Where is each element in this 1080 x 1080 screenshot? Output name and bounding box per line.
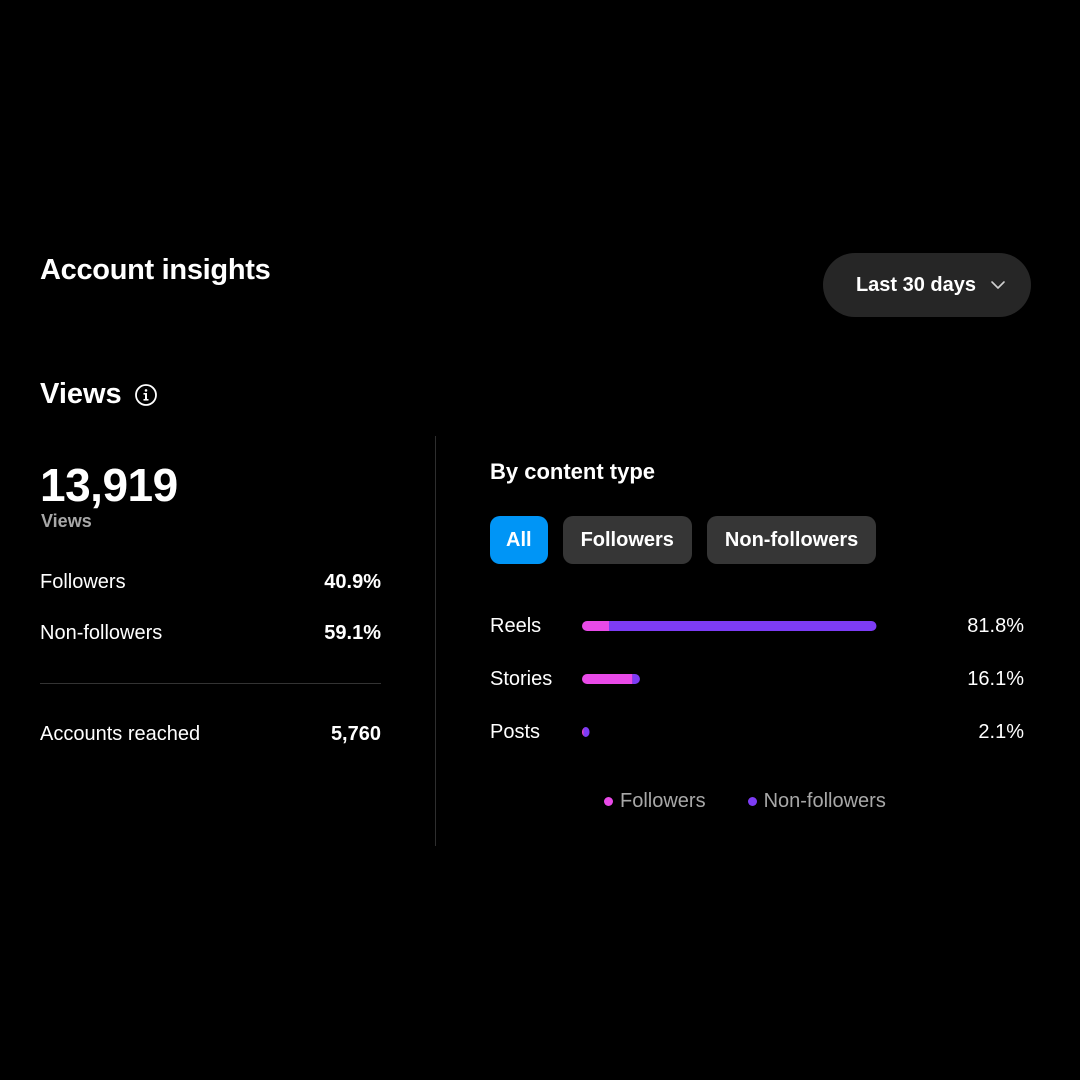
bar-label-reels: Reels [490, 615, 542, 637]
bar-value-posts: 2.1% [978, 721, 1024, 743]
horizontal-divider [40, 683, 381, 684]
views-section-title: Views [40, 378, 158, 411]
bar-label-stories: Stories [490, 668, 553, 690]
legend-item-non-followers: Non-followers [747, 790, 886, 813]
legend-dot-followers [604, 797, 613, 806]
bar-segment-non-followers-posts [583, 727, 590, 737]
followers-value: 40.9% [324, 571, 381, 593]
legend-label-followers: Followers [620, 790, 706, 812]
bar-posts [582, 727, 982, 737]
chart-legend: Followers Non-followers [604, 790, 886, 813]
date-range-dropdown[interactable]: Last 30 days [823, 253, 1031, 317]
views-total-label: Views [41, 511, 92, 531]
filter-non-followers[interactable]: Non-followers [706, 516, 877, 564]
bar-label-posts: Posts [490, 721, 541, 743]
content-type-title: By content type [490, 459, 656, 484]
followers-label: Followers [40, 571, 126, 593]
date-range-label: Last 30 days [855, 273, 977, 296]
page-title: Account insights [40, 254, 271, 286]
views-title: Views [40, 378, 122, 410]
non-followers-value: 59.1% [324, 622, 381, 644]
filter-followers[interactable]: Followers [562, 516, 692, 564]
accounts-reached-value: 5,760 [330, 723, 381, 745]
bar-posts-svg [582, 727, 590, 737]
non-followers-row: Non-followers 59.1% [40, 622, 381, 645]
bar-segment-followers-reels [582, 621, 609, 631]
bar-segment-non-followers-reels [609, 621, 877, 631]
bar-segment-non-followers-stories [632, 674, 640, 684]
bar-value-stories: 16.1% [967, 668, 1024, 690]
views-total: 13,919 [40, 459, 178, 511]
bar-stories [582, 674, 982, 684]
filter-all[interactable]: All [490, 516, 548, 564]
bar-value-reels: 81.8% [967, 615, 1024, 637]
vertical-divider [435, 436, 436, 846]
non-followers-label: Non-followers [40, 622, 163, 644]
accounts-reached-label: Accounts reached [40, 723, 201, 745]
bar-stories-svg [582, 674, 640, 684]
bar-reels [582, 621, 982, 631]
followers-row: Followers 40.9% [40, 571, 381, 594]
bar-reels-svg [582, 621, 877, 631]
legend-label-non-followers: Non-followers [763, 790, 886, 812]
chevron-down-icon [991, 281, 1005, 289]
info-icon[interactable] [134, 383, 158, 407]
bar-segment-followers-stories [582, 674, 633, 684]
accounts-reached-row: Accounts reached 5,760 [40, 723, 381, 746]
content-filter-tabs: All Followers Non-followers [490, 516, 877, 564]
legend-item-followers: Followers [604, 790, 706, 813]
legend-dot-non-followers [747, 797, 757, 806]
bar-segment-followers-posts [582, 727, 584, 737]
